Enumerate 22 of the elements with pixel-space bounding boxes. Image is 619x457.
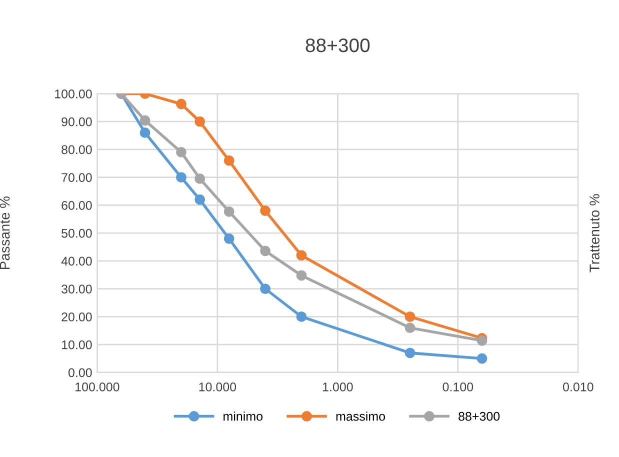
y-axis-title: Passante % bbox=[0, 196, 10, 269]
x-tick-label: 0.100 bbox=[442, 382, 474, 392]
y-tick-label: 90.00 bbox=[62, 117, 92, 126]
x-tick-label: 0.010 bbox=[562, 382, 594, 392]
x-tick-label: 10.000 bbox=[199, 382, 236, 392]
y-tick-label: 0.00 bbox=[68, 368, 92, 378]
y-tick-label: 50.00 bbox=[62, 228, 92, 238]
y-tick-label: 100.00 bbox=[55, 89, 92, 98]
y-tick-label: 80.00 bbox=[62, 145, 92, 154]
y-tick-label: 40.00 bbox=[61, 256, 92, 266]
x-tick-label: 100.000 bbox=[76, 382, 120, 392]
legend-label: 88+300 bbox=[458, 412, 500, 421]
y-tick-label: 70.00 bbox=[62, 173, 92, 182]
y-tick-label: 20.00 bbox=[62, 312, 92, 322]
y2-axis-title: Trattenuto % bbox=[590, 194, 600, 272]
x-tick-label: 1.000 bbox=[322, 382, 353, 392]
chart-title: 88+300 bbox=[306, 38, 370, 52]
y-tick-label: 30.00 bbox=[62, 284, 92, 294]
legend-label: massimo bbox=[336, 412, 386, 421]
y-tick-label: 60.00 bbox=[62, 200, 92, 210]
y-tick-label: 10.00 bbox=[62, 340, 92, 350]
legend-label: minimo bbox=[224, 412, 263, 421]
